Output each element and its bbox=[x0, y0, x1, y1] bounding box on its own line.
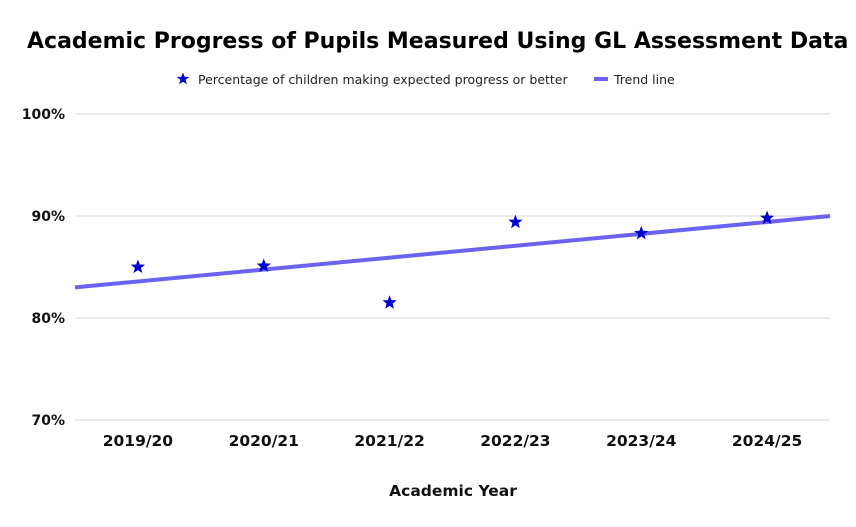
trend-line-group bbox=[74, 214, 831, 290]
y-tick-label: 70% bbox=[31, 413, 65, 429]
x-tick-label: 2021/22 bbox=[354, 432, 424, 450]
x-tick-label: 2022/23 bbox=[480, 432, 550, 450]
x-tick-label: 2024/25 bbox=[732, 432, 802, 450]
data-points bbox=[130, 210, 775, 309]
data-point-star bbox=[130, 259, 146, 274]
data-point-star bbox=[759, 210, 775, 225]
x-tick-label: 2023/24 bbox=[606, 432, 677, 450]
legend-item-trend: Trend line bbox=[594, 72, 675, 87]
x-tick-label: 2019/20 bbox=[103, 432, 174, 450]
legend: Percentage of children making expected p… bbox=[176, 72, 675, 87]
y-tick-label: 90% bbox=[31, 209, 65, 225]
trend-line bbox=[74, 214, 831, 290]
x-axis-label: Academic Year bbox=[389, 482, 517, 500]
x-axis-tick-labels: 2019/20 2020/21 2021/22 2022/23 2023/24 2024/… bbox=[103, 432, 803, 450]
data-point-star bbox=[508, 214, 523, 229]
y-tick-label: 100% bbox=[22, 107, 65, 123]
y-tick-label: 80% bbox=[31, 311, 65, 327]
chart-title: Academic Progress of Pupils Measured Usi… bbox=[27, 29, 848, 54]
legend-star-icon bbox=[176, 72, 190, 85]
x-tick-label: 2020/21 bbox=[229, 432, 299, 450]
legend-label-series: Percentage of children making expected p… bbox=[198, 72, 568, 87]
y-axis-tick-labels: 70% 80% 90% 100% bbox=[22, 107, 65, 429]
data-point-star bbox=[634, 225, 649, 240]
legend-label-trend: Trend line bbox=[613, 72, 675, 87]
data-point-star bbox=[256, 258, 271, 273]
gridlines bbox=[75, 113, 830, 421]
legend-item-series: Percentage of children making expected p… bbox=[176, 72, 568, 87]
data-point-star bbox=[382, 295, 397, 309]
